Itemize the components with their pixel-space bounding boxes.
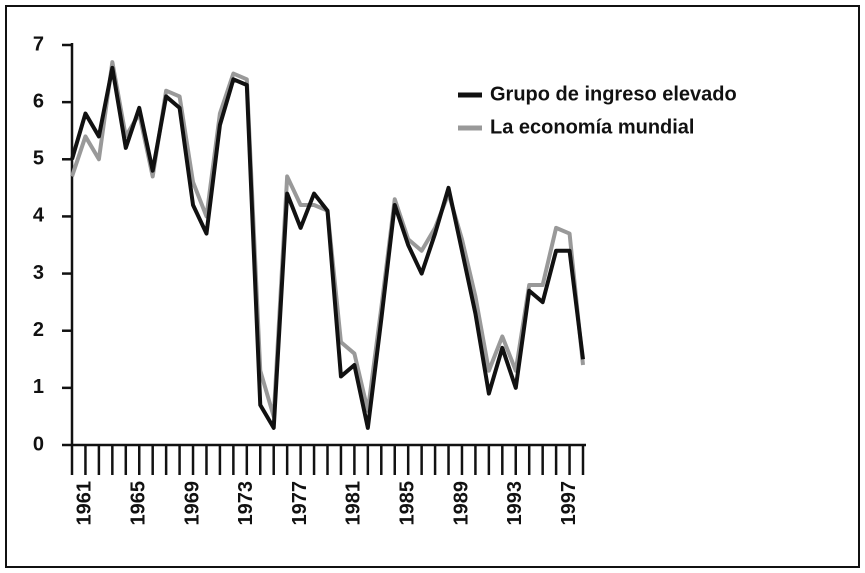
y-tick-label: 7 <box>33 33 44 55</box>
y-tick-label: 5 <box>33 148 44 170</box>
frame <box>5 5 860 568</box>
y-tick-label: 6 <box>33 90 44 112</box>
legend-label: La economía mundial <box>490 116 694 138</box>
y-tick-label: 3 <box>33 262 44 284</box>
y-tick-label: 1 <box>33 376 44 398</box>
x-tick-label: 1981 <box>343 481 365 526</box>
x-tick-label: 1993 <box>504 481 526 526</box>
x-tick-label: 1973 <box>235 481 257 526</box>
legend-label: Grupo de ingreso elevado <box>490 83 737 105</box>
y-tick-label: 2 <box>33 319 44 341</box>
x-tick-label: 1985 <box>396 481 418 526</box>
y-tick-label: 4 <box>33 205 45 227</box>
x-tick-label: 1961 <box>74 481 96 526</box>
x-tick-label: 1977 <box>289 481 311 526</box>
x-tick-label: 1989 <box>450 481 472 526</box>
series-line <box>70 65 585 430</box>
x-tick-label: 1965 <box>128 481 150 526</box>
x-tick-label: 1997 <box>558 481 580 526</box>
x-tick-label: 1969 <box>181 481 203 526</box>
y-tick-label: 0 <box>33 433 44 455</box>
